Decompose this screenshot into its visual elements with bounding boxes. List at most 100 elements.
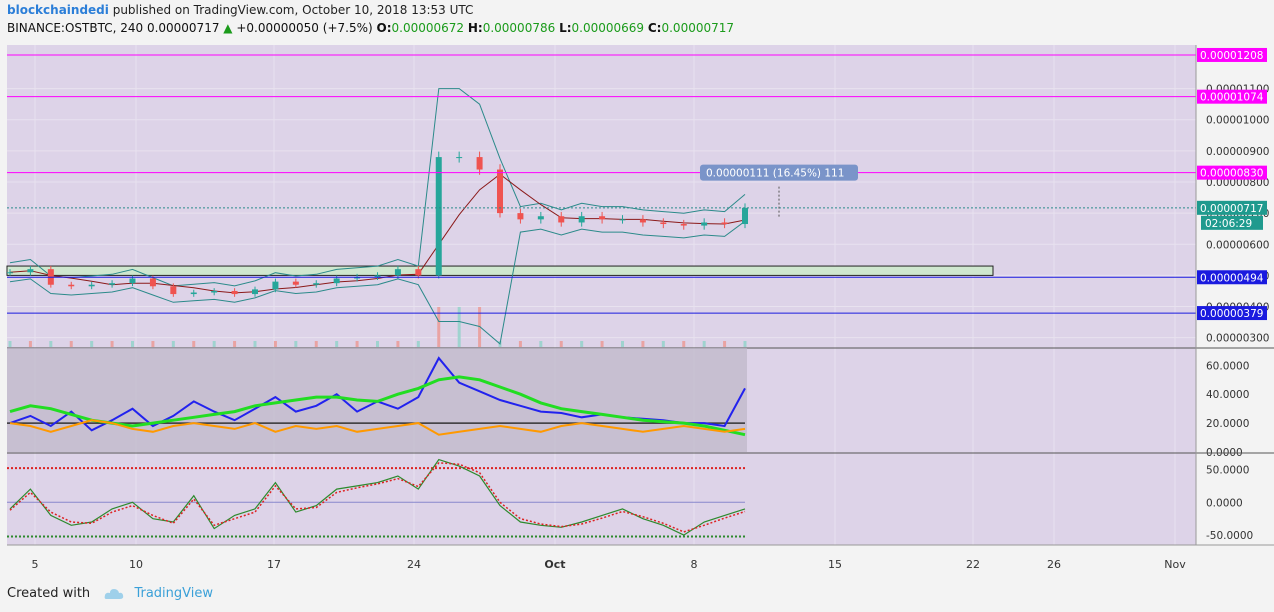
volume-bar — [396, 341, 400, 347]
volume-bar — [416, 341, 420, 347]
osc-y-tick-label: -50.0000 — [1206, 530, 1253, 542]
candle-body — [537, 216, 544, 220]
tradingview-brand[interactable]: TradingView — [134, 586, 213, 601]
candle-body — [721, 222, 728, 225]
rsi-y-tick-label: 20.0000 — [1206, 418, 1249, 430]
candle-body — [639, 219, 646, 223]
chart-canvas[interactable]: 5 10 17 24 Oct 8 15 22 26 Nov0.000011000.00001000… — [0, 40, 1274, 580]
x-tick-label: 17 — [267, 558, 281, 571]
candle-body — [129, 278, 136, 284]
volume-bar — [457, 307, 461, 347]
countdown-label-bg — [1201, 215, 1263, 230]
last-price: 0.00000717 — [146, 21, 220, 35]
y-tick-label: 0.00000600 — [1206, 239, 1269, 251]
osc-green-line — [9, 458, 746, 536]
candle-body — [88, 284, 95, 287]
y-tick-label: 0.00000900 — [1206, 146, 1269, 158]
candle-body — [517, 213, 524, 220]
volume-bar — [743, 341, 747, 347]
ohlc-line: BINANCE:OSTBTC, 240 0.00000717 ▲ +0.0000… — [7, 21, 734, 35]
candle-body — [701, 222, 708, 226]
volume-bar — [437, 307, 441, 347]
rsi-green-line — [9, 375, 746, 437]
price-level-label-bg — [1197, 270, 1267, 285]
volume-bar — [600, 341, 604, 347]
candle-body — [742, 207, 748, 225]
volume-bar — [559, 341, 563, 347]
x-tick-label: 5 — [32, 558, 39, 571]
osc-y-tick-label: 0.0000 — [1206, 497, 1243, 509]
price-level-label: 0.00000830 — [1200, 168, 1263, 180]
candle-body — [476, 157, 483, 170]
volume-bar — [273, 341, 277, 347]
volume-bar — [90, 341, 94, 347]
support-zone-box — [6, 265, 994, 276]
y-tick-label: 0.00000800 — [1206, 177, 1269, 189]
x-tick-label: 15 — [828, 558, 842, 571]
last-price-label: 0.00000717 — [1200, 203, 1263, 215]
candle-body — [190, 292, 197, 295]
published-text: published on TradingView.com, October 10… — [108, 3, 474, 17]
volume-bar — [69, 341, 73, 347]
plot-background — [7, 45, 1196, 545]
volume-bar — [518, 341, 522, 347]
open-value: 0.00000672 — [391, 21, 465, 35]
measure-tooltip-bg — [700, 164, 858, 181]
publish-line: blockchaindedi published on TradingView.… — [7, 3, 473, 17]
candle-body — [27, 269, 34, 273]
candle-body — [211, 290, 218, 293]
volume-bar — [28, 341, 32, 347]
volume-bar — [621, 341, 624, 347]
tradingview-logo-icon — [104, 588, 124, 599]
osc-y-tick-label: 50.0000 — [1206, 464, 1249, 476]
price-level-label: 0.00000494 — [1200, 272, 1264, 284]
volume-bar — [661, 341, 665, 347]
price-level-label: 0.00001074 — [1200, 92, 1264, 104]
price-level-label-bg — [1197, 47, 1267, 62]
volume-bar — [110, 341, 114, 347]
x-tick-label: Nov — [1164, 558, 1186, 571]
price-level-label-bg — [1197, 306, 1267, 321]
close-value: 0.00000717 — [661, 21, 735, 35]
rsi-y-tick-label: 40.0000 — [1206, 389, 1249, 401]
y-tick-label: 0.00000300 — [1206, 333, 1269, 345]
y-tick-label: 0.00001000 — [1206, 115, 1269, 127]
rsi-y-tick-label: 60.0000 — [1206, 360, 1249, 372]
candle-body — [456, 157, 463, 159]
candle-body — [149, 278, 156, 287]
candle-body — [415, 269, 422, 276]
volume-bar — [641, 341, 645, 347]
author-name[interactable]: blockchaindedi — [7, 3, 109, 17]
change-arrow-icon: ▲ — [223, 21, 233, 35]
candle-body — [374, 275, 381, 277]
x-tick-label: 8 — [691, 558, 698, 571]
candle-body — [619, 219, 626, 221]
x-tick-label: 10 — [129, 558, 143, 571]
volume-bar — [335, 341, 339, 347]
open-label: O: — [376, 21, 392, 35]
volume-bar — [49, 341, 53, 347]
volume-bar — [131, 341, 134, 347]
candle-body — [394, 269, 401, 276]
volume-bar — [682, 341, 686, 347]
measure-tooltip-text: 0.00000111 (16.45%) 111 — [706, 168, 844, 180]
volume-bar — [376, 341, 379, 347]
x-tick-label: 22 — [966, 558, 980, 571]
candle-body — [680, 224, 687, 226]
candle-body — [497, 169, 503, 214]
price-level-label: 0.00000379 — [1200, 308, 1263, 320]
footer: Created with TradingView — [7, 586, 213, 601]
candle-body — [333, 278, 340, 284]
bollinger-lower-line — [9, 220, 746, 345]
price-level-label-bg — [1197, 89, 1267, 104]
volume-bar — [253, 341, 257, 347]
volume-bar — [702, 341, 706, 347]
last-price-label-bg — [1197, 200, 1267, 215]
volume-bar — [233, 341, 237, 347]
close-label: C: — [647, 21, 662, 35]
volume-bar — [8, 341, 12, 347]
rsi-orange-line — [9, 419, 746, 436]
volume-bar — [580, 341, 584, 347]
candle-body — [660, 222, 667, 225]
volume-bar — [539, 341, 543, 347]
